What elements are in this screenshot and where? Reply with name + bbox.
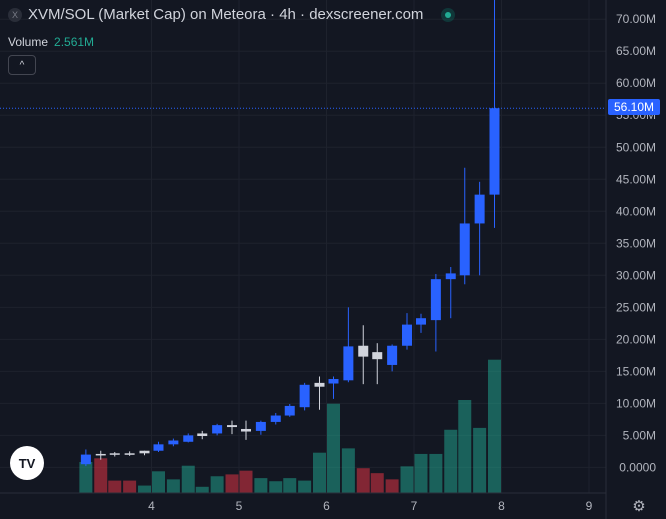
candle-body (124, 453, 135, 455)
volume-bar (385, 479, 399, 493)
candle-body (358, 345, 369, 357)
x-tick-label: 9 (586, 499, 593, 513)
volume-bar (473, 427, 487, 493)
volume-bar (444, 429, 458, 493)
candle-body (270, 415, 281, 422)
candle-body (489, 108, 500, 195)
volume-bar (313, 452, 326, 493)
candle-body (153, 444, 164, 451)
y-tick-label: 25.00M (616, 300, 656, 314)
y-tick-label: 70.00M (616, 12, 656, 26)
volume-bar (138, 485, 151, 493)
volume-bar (283, 478, 297, 493)
x-tick-label: 7 (411, 499, 418, 513)
volume-bar (210, 476, 224, 493)
candle-body (227, 425, 237, 428)
candle-body (299, 384, 310, 408)
time-axis[interactable]: 4 5 6 7 8 9 (148, 499, 593, 513)
candle-body (445, 273, 456, 280)
volume-bar (269, 481, 283, 493)
volume-bar (458, 400, 472, 493)
price-axis[interactable]: 0.0000 5.00M 10.00M 15.00M 20.00M 25.00M 30.00… (616, 12, 656, 474)
volume-bar (239, 470, 253, 493)
volume-bar (488, 359, 501, 493)
last-price-badge-text: 56.10M (614, 100, 654, 114)
volume-bar (181, 465, 195, 493)
volume-legend-value: 2.561M (54, 35, 95, 49)
candle-body (139, 450, 150, 454)
candle-body (430, 279, 441, 321)
volume-bar (370, 473, 384, 493)
last-price-badge-bg (608, 99, 660, 115)
volume-bar (298, 480, 312, 493)
candle-body (328, 379, 339, 384)
last-price-badge: 56.10M (608, 99, 660, 115)
volume-bar (400, 466, 414, 493)
chart-title: XVM/SOL (Market Cap) on Meteora · 4h · d… (28, 6, 424, 23)
candle-body (474, 194, 485, 224)
y-tick-label: 40.00M (616, 204, 656, 218)
volume-bar (341, 448, 355, 493)
y-tick-label: 15.00M (616, 364, 656, 378)
y-tick-label: 50.00M (616, 140, 656, 154)
candle-body (402, 324, 412, 346)
grid-lines (0, 0, 606, 493)
volume-legend[interactable]: Volume 2.561M (8, 35, 94, 49)
chart-header: X XVM/SOL (Market Cap) on Meteora · 4h ·… (8, 6, 456, 23)
y-tick-label: 30.00M (616, 268, 656, 282)
volume-bar (123, 480, 137, 493)
volume-bars (79, 359, 501, 493)
tradingview-logo[interactable]: TV (10, 446, 44, 480)
y-tick-label: 60.00M (616, 76, 656, 90)
x-tick-label: 4 (148, 499, 155, 513)
candle-body (95, 453, 106, 456)
live-dot-icon (441, 7, 456, 22)
candle-body (284, 405, 295, 416)
volume-bar (254, 478, 268, 493)
y-tick-label: 45.00M (616, 172, 656, 186)
volume-bar (429, 453, 443, 493)
candlesticks (80, 0, 500, 467)
collapse-legend-button[interactable]: ^ (8, 55, 36, 75)
candle-body (109, 453, 120, 455)
volume-bar (166, 479, 180, 493)
y-tick-label: 20.00M (616, 332, 656, 346)
candle-body (168, 440, 179, 445)
volume-bar (79, 462, 93, 493)
volume-bar (195, 486, 209, 493)
x-tick-label: 6 (323, 499, 330, 513)
x-tick-label: 8 (498, 499, 505, 513)
gear-icon[interactable]: ⚙ (632, 498, 646, 515)
candle-body (343, 346, 354, 381)
candle-body (255, 421, 266, 431)
candle-body (314, 382, 325, 387)
candle-body (80, 454, 91, 465)
candle-body (183, 435, 194, 442)
volume-bar (108, 480, 122, 493)
y-tick-label: 5.00M (623, 428, 656, 442)
volume-bar (152, 471, 165, 493)
y-tick-label: 10.00M (616, 396, 656, 410)
candle-body (212, 425, 223, 434)
candle-body (372, 352, 383, 360)
token-icon[interactable]: X (8, 7, 22, 22)
volume-bar (94, 458, 108, 493)
volume-legend-label: Volume (8, 35, 49, 49)
volume-bar (414, 453, 428, 493)
volume-bar (327, 403, 340, 493)
volume-bar (225, 474, 239, 493)
candle-body (241, 428, 251, 432)
candle-body (459, 223, 470, 276)
candle-body (197, 433, 208, 437)
candle-body (416, 318, 426, 325)
candle-body (387, 345, 398, 365)
y-tick-label: 65.00M (616, 44, 656, 58)
y-tick-label: 35.00M (616, 236, 656, 250)
x-tick-label: 5 (236, 499, 243, 513)
volume-bar (356, 468, 370, 493)
y-tick-label: 0.0000 (619, 460, 656, 474)
